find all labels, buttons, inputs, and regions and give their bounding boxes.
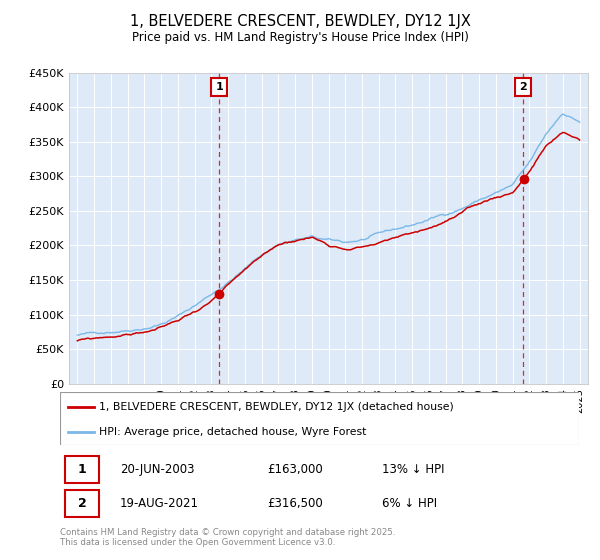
Bar bbox=[65, 456, 99, 483]
Text: £316,500: £316,500 bbox=[268, 497, 323, 510]
Text: HPI: Average price, detached house, Wyre Forest: HPI: Average price, detached house, Wyre… bbox=[99, 427, 366, 437]
Text: 2: 2 bbox=[78, 497, 86, 510]
Text: £163,000: £163,000 bbox=[268, 463, 323, 476]
Text: Contains HM Land Registry data © Crown copyright and database right 2025.
This d: Contains HM Land Registry data © Crown c… bbox=[60, 528, 395, 547]
Text: 1: 1 bbox=[215, 82, 223, 92]
Text: 19-AUG-2021: 19-AUG-2021 bbox=[119, 497, 199, 510]
Text: 13% ↓ HPI: 13% ↓ HPI bbox=[382, 463, 444, 476]
Text: 1, BELVEDERE CRESCENT, BEWDLEY, DY12 1JX (detached house): 1, BELVEDERE CRESCENT, BEWDLEY, DY12 1JX… bbox=[99, 402, 454, 412]
Text: 20-JUN-2003: 20-JUN-2003 bbox=[119, 463, 194, 476]
Text: 1: 1 bbox=[78, 463, 86, 476]
Text: 2: 2 bbox=[520, 82, 527, 92]
Text: 6% ↓ HPI: 6% ↓ HPI bbox=[382, 497, 437, 510]
Bar bbox=[65, 490, 99, 516]
Text: 1, BELVEDERE CRESCENT, BEWDLEY, DY12 1JX: 1, BELVEDERE CRESCENT, BEWDLEY, DY12 1JX bbox=[130, 14, 470, 29]
Text: Price paid vs. HM Land Registry's House Price Index (HPI): Price paid vs. HM Land Registry's House … bbox=[131, 31, 469, 44]
